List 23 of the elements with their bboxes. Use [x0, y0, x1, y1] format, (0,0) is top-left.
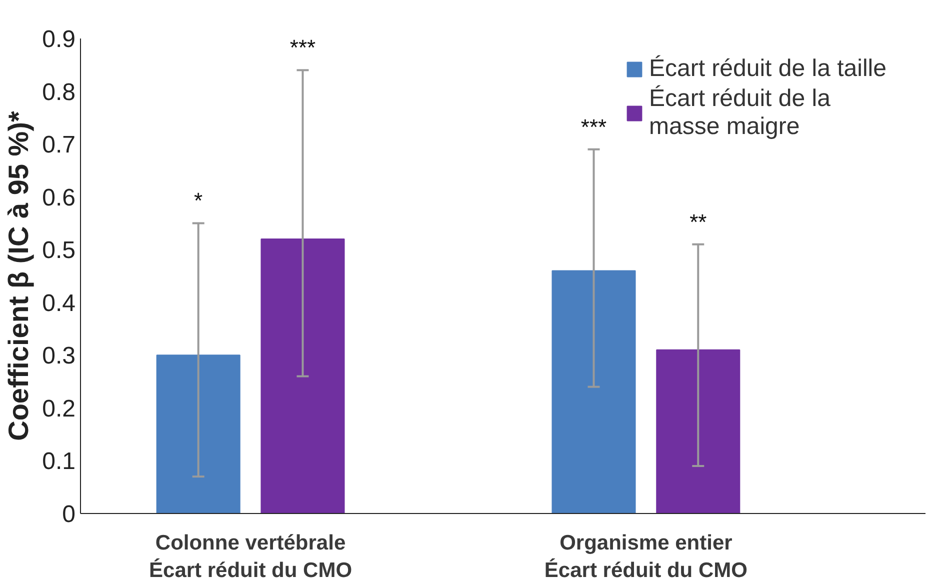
- bar: [552, 270, 636, 514]
- legend-label: Écart réduit de la taille: [649, 55, 886, 83]
- y-tick-label: 0.3: [42, 342, 76, 370]
- y-tick-label: 0.8: [42, 78, 76, 106]
- y-tick-label: 0: [62, 501, 76, 528]
- y-tick-label: 0.5: [42, 237, 76, 264]
- annotation: *: [194, 188, 204, 214]
- y-tick-label: 0.9: [42, 26, 76, 53]
- x-tick-label: Organisme entier Écart réduit du CMO: [544, 532, 748, 582]
- annotation: **: [690, 209, 708, 234]
- bar: [260, 238, 345, 514]
- y-tick-label: 0.7: [42, 132, 76, 159]
- y-tick-label: 0.2: [42, 395, 76, 422]
- y-tick-label: 0.6: [42, 184, 76, 212]
- x-tick-label: Colonne vertébrale Écart réduit du CMO: [149, 532, 352, 582]
- bar: [156, 354, 240, 514]
- annotation: ***: [580, 114, 608, 140]
- legend-label: Écart réduit de la masse maigre: [649, 85, 830, 141]
- bar: [656, 349, 740, 514]
- y-tick-label: 0.1: [42, 448, 76, 476]
- y-axis-title: Coefficient β (IC à 95 %)*: [3, 110, 34, 441]
- annotation: ***: [290, 35, 316, 60]
- y-tick-label: 0.4: [42, 290, 76, 317]
